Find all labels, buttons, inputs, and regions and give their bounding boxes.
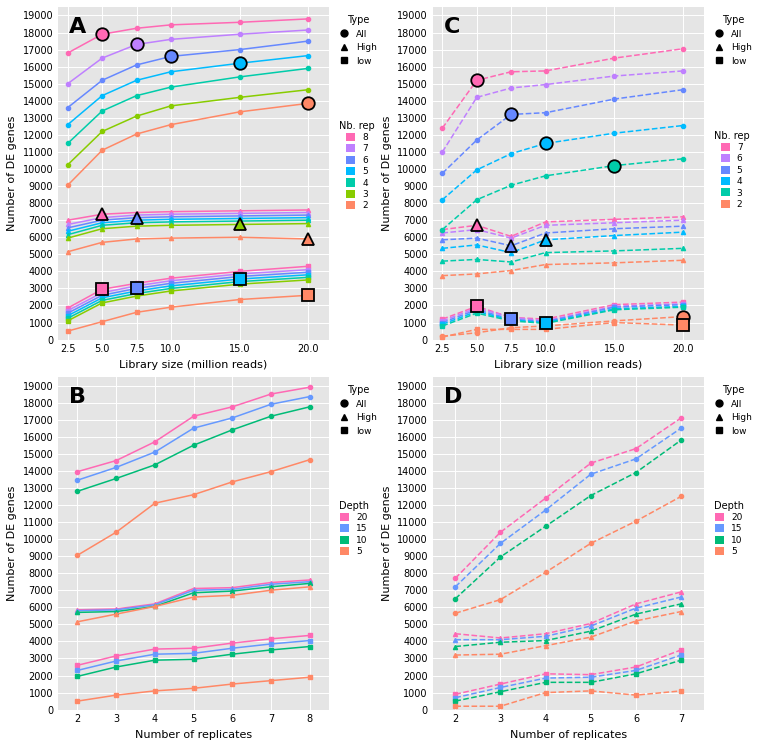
Y-axis label: Number of DE genes: Number of DE genes <box>7 486 17 601</box>
Legend: 7, 6, 5, 4, 3, 2: 7, 6, 5, 4, 3, 2 <box>711 128 752 211</box>
X-axis label: Number of replicates: Number of replicates <box>135 730 252 740</box>
Y-axis label: Number of DE genes: Number of DE genes <box>7 116 17 231</box>
Text: B: B <box>69 387 86 407</box>
Y-axis label: Number of DE genes: Number of DE genes <box>382 486 392 601</box>
Text: C: C <box>443 17 460 37</box>
Text: D: D <box>443 387 462 407</box>
X-axis label: Number of replicates: Number of replicates <box>509 730 627 740</box>
Legend: 8, 7, 6, 5, 4, 3, 2: 8, 7, 6, 5, 4, 3, 2 <box>336 118 377 213</box>
Text: A: A <box>69 17 87 37</box>
X-axis label: Library size (million reads): Library size (million reads) <box>494 360 642 370</box>
X-axis label: Library size (million reads): Library size (million reads) <box>119 360 268 370</box>
Legend: 20, 15, 10, 5: 20, 15, 10, 5 <box>711 498 746 559</box>
Y-axis label: Number of DE genes: Number of DE genes <box>382 116 392 231</box>
Legend: 20, 15, 10, 5: 20, 15, 10, 5 <box>336 498 372 559</box>
